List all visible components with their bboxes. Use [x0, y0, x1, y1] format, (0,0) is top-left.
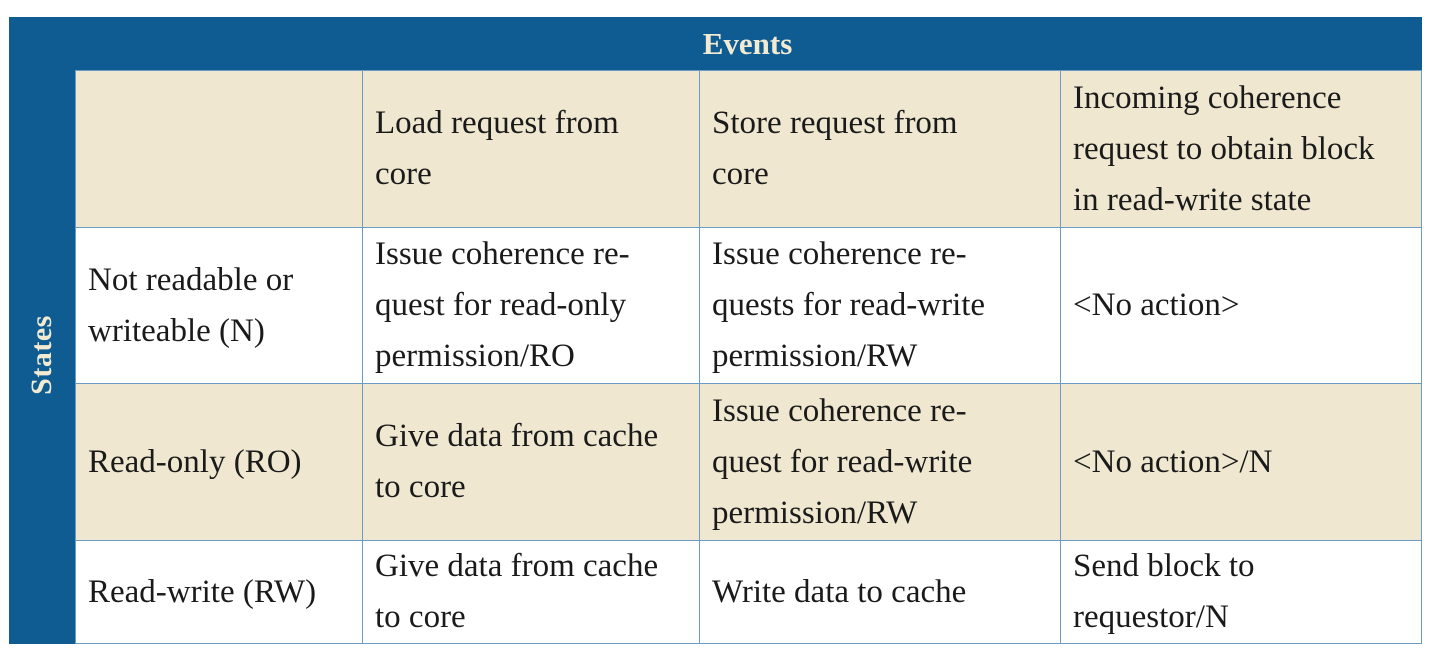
- states-header: States: [9, 70, 75, 640]
- action-cell: Issue coherence re- quests for read-writ…: [699, 227, 1061, 384]
- events-header: Events: [702, 25, 793, 61]
- action-cell: Give data from cache to core: [362, 383, 700, 541]
- action-cell: Issue coherence re- quest for read-write…: [699, 383, 1061, 541]
- states-header-text: States: [25, 315, 58, 395]
- state-cell: Not readable or writeable (N): [75, 227, 363, 384]
- state-event-table: Load request from core Store request fro…: [75, 70, 1422, 644]
- column-header-incoming: Incoming coherence request to obtain blo…: [1060, 70, 1422, 228]
- action-cell: <No action>: [1060, 227, 1422, 384]
- table-row: Read-write (RW) Give data from cache to …: [75, 540, 1422, 644]
- column-header-store: Store request from core: [699, 70, 1061, 228]
- state-cell: Read-write (RW): [75, 540, 363, 644]
- action-cell: Write data to cache: [699, 540, 1061, 644]
- action-cell: <No action>/N: [1060, 383, 1422, 541]
- state-cell: Read-only (RO): [75, 383, 363, 541]
- column-header-row: Load request from core Store request fro…: [75, 70, 1422, 228]
- transition-table-frame: Events States Load request from core Sto…: [9, 17, 1422, 644]
- table-row: Not readable or writeable (N) Issue cohe…: [75, 227, 1422, 384]
- action-cell: Send block to requestor/N: [1060, 540, 1422, 644]
- column-header-load: Load request from core: [362, 70, 700, 228]
- action-cell: Give data from cache to core: [362, 540, 700, 644]
- action-cell: Issue coherence re- quest for read-only …: [362, 227, 700, 384]
- table-row: Read-only (RO) Give data from cache to c…: [75, 383, 1422, 541]
- corner-cell: [75, 70, 363, 228]
